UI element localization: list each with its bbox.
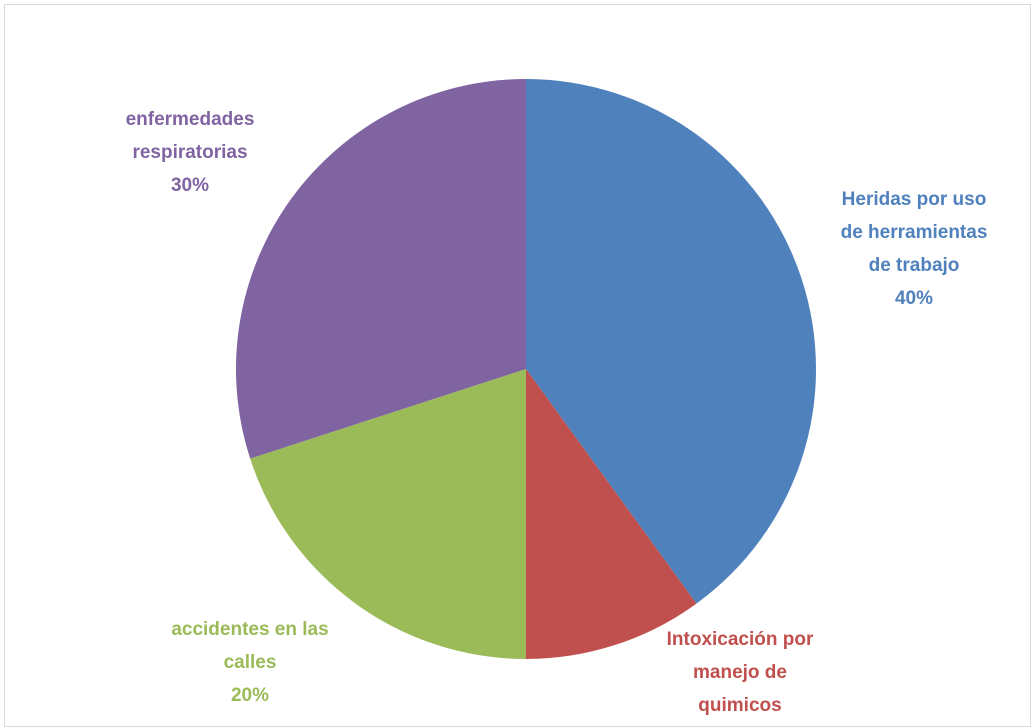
label-line: quimicos: [698, 695, 781, 716]
pie-slice: [526, 369, 697, 659]
slice-label: Heridas por uso de herramientas de trabajo: [841, 189, 988, 276]
value-label: 40%: [895, 288, 933, 309]
pie-slice: [235, 79, 526, 459]
slice-label: accidentes en las calles: [171, 619, 328, 673]
value-label: 30%: [171, 175, 209, 196]
label-line: de trabajo: [869, 255, 960, 276]
label-line: de herramientas: [841, 222, 988, 243]
slice-label: enfermedades respiratorias: [126, 109, 255, 163]
label-line: enfermedades: [126, 109, 255, 130]
value-label: 20%: [231, 685, 269, 706]
slice-label: Intoxicación por manejo de quimicos: [667, 629, 814, 716]
label-line: Intoxicación por: [667, 629, 814, 650]
label-line: accidentes en las: [171, 619, 328, 640]
label-line: calles: [224, 652, 277, 673]
pie-slice: [526, 79, 816, 604]
pie-slice: [250, 369, 526, 659]
label-line: respiratorias: [132, 142, 247, 163]
label-line: manejo de: [693, 662, 787, 683]
label-line: Heridas por uso: [842, 189, 987, 210]
